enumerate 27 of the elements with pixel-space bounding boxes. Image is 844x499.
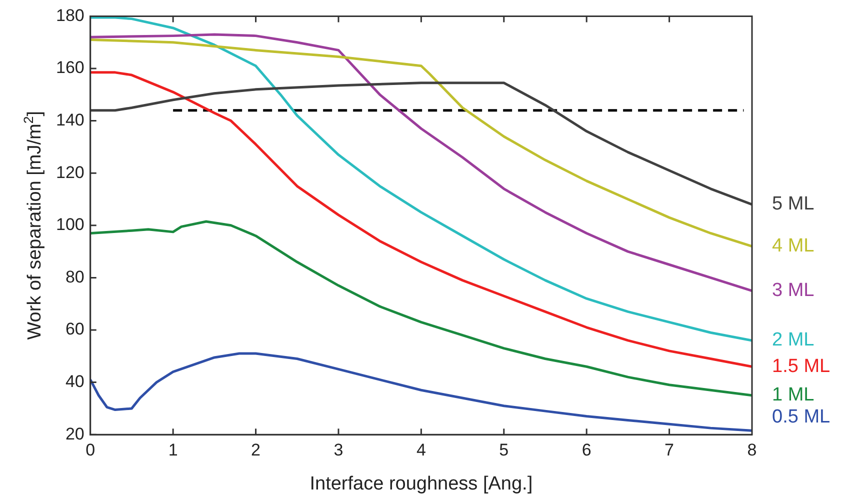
x-tick-label: 1	[168, 440, 178, 460]
x-tick-label: 0	[86, 440, 96, 460]
x-tick-label: 2	[251, 440, 261, 460]
y-tick-label: 60	[65, 320, 84, 339]
series-label: 1.5 ML	[772, 356, 830, 377]
y-tick-label: 100	[56, 215, 84, 234]
y-tick-label: 140	[56, 110, 84, 130]
y-tick-label: 120	[56, 162, 84, 182]
series-label: 2 ML	[772, 330, 814, 351]
y-tick-label: 80	[65, 267, 84, 286]
y-tick-label: 180	[56, 6, 84, 25]
y-axis-title: Work of separation [mJ/m2]	[20, 111, 46, 340]
x-axis-title: Interface roughness [Ang.]	[310, 474, 533, 495]
series-label: 1 ML	[772, 384, 814, 406]
series-label: 5 ML	[772, 194, 814, 215]
x-tick-label: 6	[582, 440, 592, 460]
x-tick-label: 5	[499, 440, 509, 460]
y-tick-label: 40	[65, 372, 84, 391]
series-label: 3 ML	[772, 280, 814, 302]
y-tick-label: 20	[65, 424, 84, 444]
x-tick-label: 7	[664, 440, 674, 460]
x-tick-label: 3	[334, 440, 344, 460]
x-tick-label: 8	[747, 440, 757, 460]
y-tick-label: 160	[56, 58, 84, 78]
x-tick-label: 4	[416, 440, 426, 460]
series-label: 0.5 ML	[772, 406, 830, 428]
series-label: 4 ML	[772, 236, 814, 257]
